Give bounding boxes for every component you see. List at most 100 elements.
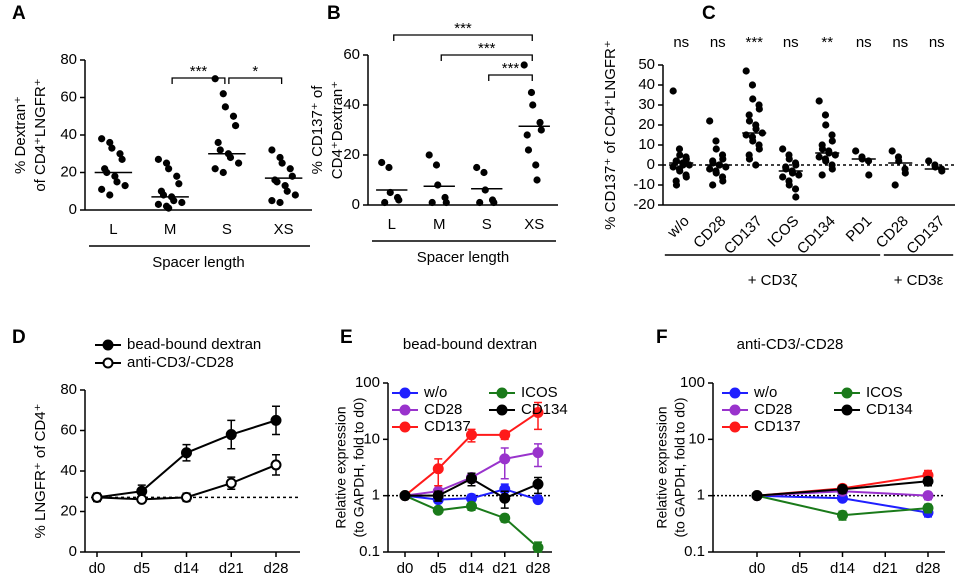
group-label: + CD3ε xyxy=(894,272,944,289)
data-point xyxy=(113,178,121,186)
data-point xyxy=(399,490,411,502)
x-axis-label: Spacer length xyxy=(152,254,245,271)
data-point xyxy=(425,151,433,159)
data-point xyxy=(225,477,237,489)
data-point xyxy=(837,483,848,495)
data-point xyxy=(499,492,511,504)
data-point xyxy=(270,414,282,426)
data-point xyxy=(749,137,757,145)
data-point xyxy=(706,117,714,125)
x-tick-label: M xyxy=(433,216,446,233)
panel-label: B xyxy=(327,3,341,24)
y-tick-label: 0 xyxy=(69,201,77,218)
legend-marker xyxy=(729,387,741,399)
data-point xyxy=(822,121,830,129)
x-tick-label: XS xyxy=(524,216,544,233)
data-point xyxy=(676,167,684,175)
legend-marker xyxy=(841,387,853,399)
data-point xyxy=(221,103,229,111)
significance-label: ns xyxy=(892,34,908,51)
data-point xyxy=(229,112,238,120)
data-point xyxy=(779,173,787,181)
data-point xyxy=(815,153,823,161)
data-point xyxy=(432,161,441,169)
data-point xyxy=(922,502,934,514)
significance-label: * xyxy=(252,63,258,80)
data-point xyxy=(828,137,836,145)
x-tick-label: d0 xyxy=(89,560,106,576)
data-point xyxy=(165,165,173,173)
x-tick-label: d0 xyxy=(397,560,414,576)
data-point xyxy=(532,542,544,554)
data-point xyxy=(712,137,720,145)
legend-marker xyxy=(729,421,741,433)
data-point xyxy=(466,473,477,485)
data-point xyxy=(891,181,899,189)
data-point xyxy=(395,196,403,204)
data-point xyxy=(865,171,873,179)
y-tick-label: 40 xyxy=(60,126,77,143)
data-point xyxy=(136,493,148,505)
significance-label: ns xyxy=(673,34,689,51)
x-tick-label: d21 xyxy=(873,560,898,576)
data-point xyxy=(286,165,294,173)
data-point xyxy=(225,429,237,441)
data-point xyxy=(442,198,450,207)
data-point xyxy=(162,159,171,167)
panel-label: F xyxy=(656,327,668,348)
data-point xyxy=(499,453,511,465)
y-axis-label: (to GAPDH, fold to d0) xyxy=(351,397,367,537)
data-point xyxy=(178,198,186,207)
data-point xyxy=(755,105,763,113)
y-tick-label: 60 xyxy=(343,46,360,63)
data-point xyxy=(268,146,276,154)
data-point xyxy=(675,145,684,153)
data-point xyxy=(98,185,106,193)
y-tick-label: -20 xyxy=(633,196,655,213)
data-point xyxy=(709,181,717,189)
x-tick-label: CD137 xyxy=(721,213,766,258)
legend-marker xyxy=(399,404,411,416)
data-point xyxy=(181,447,192,459)
data-point xyxy=(91,491,103,503)
data-point xyxy=(537,126,545,134)
data-point xyxy=(291,191,299,199)
y-axis-label: of CD4⁺LNGFR⁺ xyxy=(32,78,49,191)
y-tick-label: -10 xyxy=(633,176,655,193)
y-tick-label: 30 xyxy=(638,96,655,113)
data-point xyxy=(211,75,219,83)
y-tick-label: 80 xyxy=(60,51,77,68)
significance-bracket xyxy=(440,54,533,61)
data-point xyxy=(378,158,386,167)
data-point xyxy=(211,165,219,173)
x-tick-label: d5 xyxy=(791,560,808,576)
data-point xyxy=(432,490,444,502)
data-point xyxy=(742,67,750,75)
legend-marker xyxy=(496,404,508,416)
data-point xyxy=(792,161,800,169)
data-point xyxy=(432,463,444,475)
y-tick-label: 50 xyxy=(638,56,655,73)
data-point xyxy=(533,176,541,184)
data-point xyxy=(276,198,284,207)
data-point xyxy=(682,173,690,181)
group-label: + CD3ζ xyxy=(748,272,798,289)
legend-label: CD134 xyxy=(521,401,568,418)
data-point xyxy=(480,168,488,177)
y-tick-label: 40 xyxy=(638,76,655,93)
data-point xyxy=(173,172,181,180)
data-point xyxy=(719,155,727,163)
y-tick-label: 20 xyxy=(60,163,77,180)
y-tick-label: 40 xyxy=(343,96,360,113)
data-point xyxy=(111,172,119,180)
panel-label: E xyxy=(340,327,353,348)
legend-label: w/o xyxy=(423,384,447,401)
y-tick-label: 20 xyxy=(343,146,360,163)
data-point xyxy=(481,186,489,194)
data-point xyxy=(226,153,235,162)
data-point xyxy=(815,97,823,105)
significance-label: *** xyxy=(478,40,496,57)
x-tick-label: d14 xyxy=(174,560,199,576)
data-point xyxy=(922,475,934,487)
